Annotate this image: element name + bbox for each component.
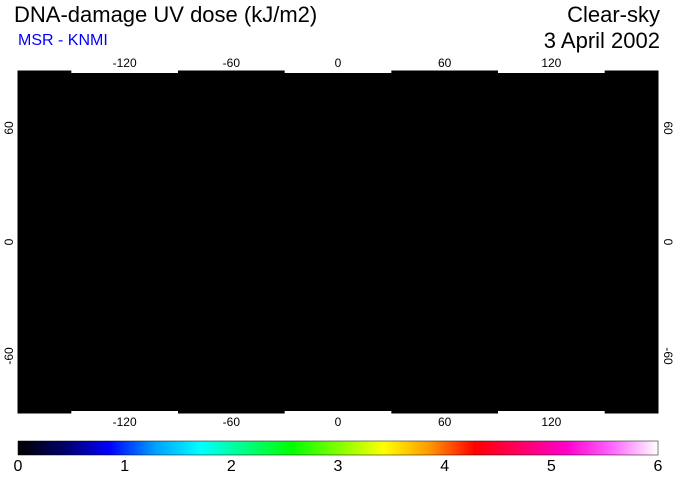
top-tick-label: 60 (437, 56, 452, 70)
frame-bar (284, 411, 392, 414)
coast-asia (375, 125, 581, 237)
bottom-tick-label: 0 (334, 415, 342, 429)
bottom-tick-label: 60 (437, 415, 452, 429)
frame-bar (284, 70, 392, 73)
left-tick-label: -60 (2, 347, 16, 365)
coast-north-america (123, 117, 221, 226)
frame-bars (71, 70, 605, 414)
colorbar-tick-label: 4 (440, 458, 450, 475)
coastlines (123, 111, 617, 341)
coast-australia (539, 261, 617, 313)
left-tick-label: 60 (2, 121, 16, 135)
frame-bar (71, 411, 178, 414)
coast-africa (305, 185, 409, 309)
colorbar-tick-label: 3 (333, 458, 343, 475)
right-tick-label: 60 (661, 121, 675, 135)
bottom-tick-label: 120 (541, 415, 562, 429)
top-tick-label: -60 (222, 56, 240, 70)
colorbar-tick-label: 2 (226, 458, 236, 475)
right-tick-label: 0 (661, 238, 675, 246)
bottom-tick-label: -120 (112, 415, 137, 429)
colorbar-tick-label: 6 (653, 458, 663, 475)
colorbar-tick-label: 0 (13, 458, 23, 475)
source-label: MSR - KNMI (18, 32, 108, 49)
map-title: DNA-damage UV dose (kJ/m2) (14, 2, 318, 27)
frame-bar (71, 70, 178, 73)
date-label: 3 April 2002 (543, 28, 660, 53)
frame-bar (498, 70, 605, 73)
coast-greenland (239, 111, 283, 151)
left-tick-label: 0 (2, 238, 16, 246)
right-tick-label: -60 (661, 347, 675, 365)
colorbar (17, 440, 659, 456)
colorbar-tick-label: 1 (120, 458, 130, 475)
colorbar-tick-label: 5 (546, 458, 556, 475)
top-tick-label: -120 (112, 56, 137, 70)
top-tick-label: 120 (541, 56, 562, 70)
bottom-tick-label: -60 (222, 415, 240, 429)
coast-south-america (199, 227, 263, 341)
sky-condition-label: Clear-sky (567, 2, 660, 27)
graticule (18, 184, 658, 300)
frame-bar (498, 411, 605, 414)
coast-europe (317, 145, 391, 183)
top-tick-label: 0 (334, 56, 342, 70)
